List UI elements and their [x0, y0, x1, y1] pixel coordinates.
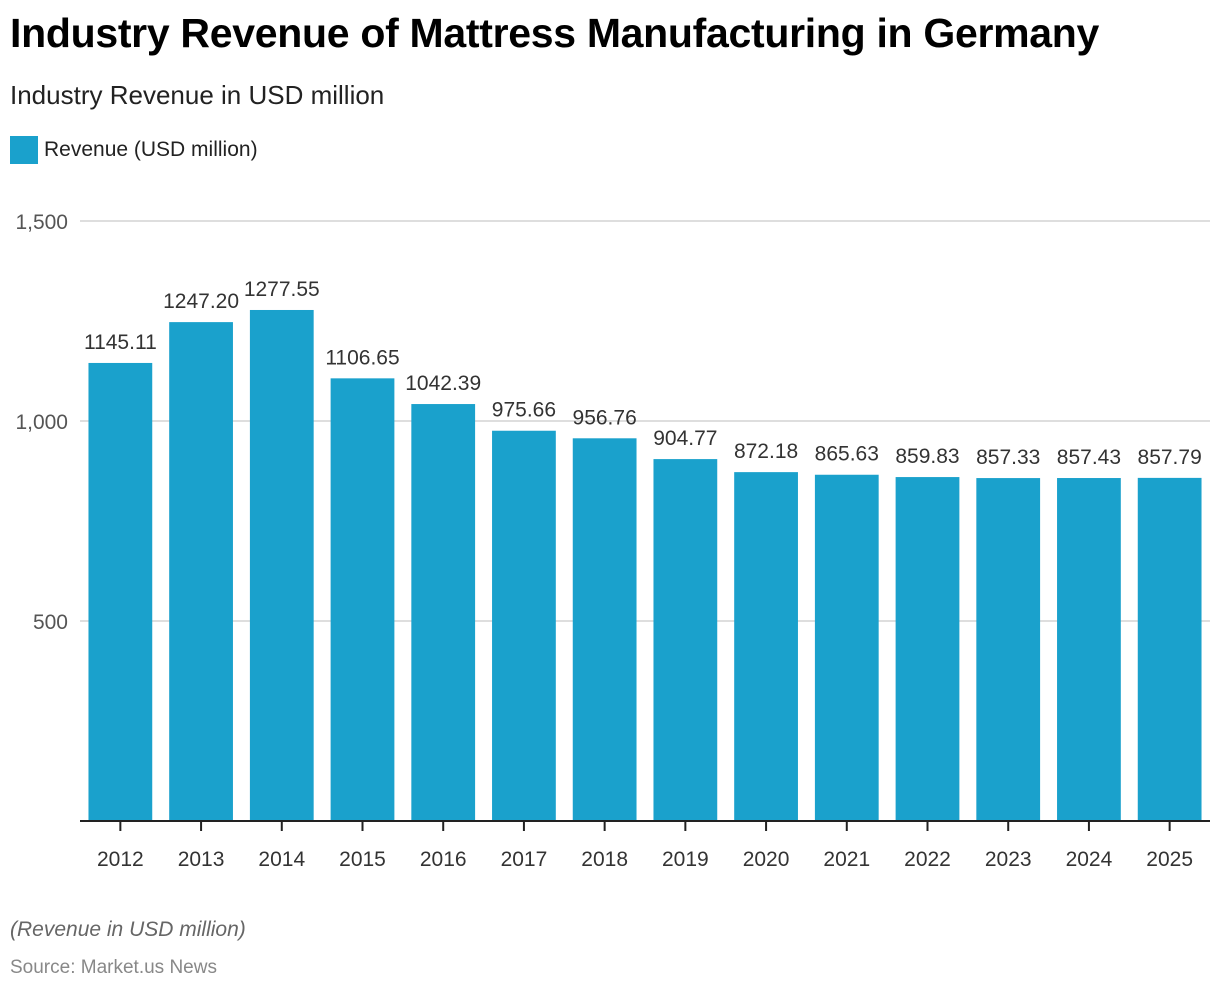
- legend-swatch: [10, 136, 38, 164]
- data-label: 975.66: [492, 399, 556, 422]
- source-text: Source: Market.us News: [10, 957, 217, 978]
- chart-subtitle: Industry Revenue in USD million: [10, 80, 385, 110]
- bar: [572, 438, 637, 821]
- x-tick-label: 2017: [501, 848, 548, 871]
- bar: [734, 472, 798, 821]
- x-tick-label: 2019: [662, 848, 709, 871]
- x-tick-label: 2016: [420, 848, 467, 871]
- data-label: 1106.65: [325, 346, 399, 369]
- chart-title: Industry Revenue of Mattress Manufacturi…: [10, 10, 1100, 56]
- x-tick-label: 2025: [1146, 848, 1193, 871]
- x-tick-label: 2013: [178, 848, 225, 871]
- x-tick-label: 2012: [97, 848, 144, 871]
- data-label: 865.63: [815, 443, 879, 466]
- x-axis: 2012 2013 2014 2015 2016 2017 2018 2019 2020 2021…: [80, 820, 1210, 871]
- bar: [330, 378, 395, 821]
- bar: [492, 430, 556, 821]
- bar: [814, 474, 879, 821]
- bar: [976, 478, 1041, 821]
- data-label: 1042.39: [405, 372, 481, 395]
- data-label: 872.18: [734, 440, 798, 463]
- bar: [895, 477, 960, 821]
- y-axis-ticks: 500 1,000 1,500: [15, 211, 68, 634]
- bar: [653, 459, 718, 821]
- x-tick-label: 2024: [1066, 848, 1113, 871]
- x-tick-label: 2020: [743, 848, 790, 871]
- bar: [169, 322, 233, 821]
- data-label: 857.43: [1057, 446, 1121, 469]
- data-label: 956.76: [573, 406, 637, 429]
- data-label: 904.77: [653, 427, 717, 450]
- bar: [88, 362, 153, 821]
- bar: [411, 404, 476, 821]
- y-tick-label: 1,000: [15, 411, 68, 434]
- data-label: 857.33: [976, 446, 1040, 469]
- legend: Revenue (USD million): [10, 136, 258, 164]
- bars: [88, 309, 1202, 821]
- y-tick-label: 500: [33, 611, 68, 634]
- bar: [1137, 477, 1202, 821]
- data-label: 859.83: [895, 445, 959, 468]
- x-tick-label: 2018: [581, 848, 628, 871]
- bar: [249, 309, 314, 821]
- x-tick-label: 2022: [904, 848, 951, 871]
- y-tick-label: 1,500: [15, 211, 68, 234]
- data-label: 857.79: [1138, 446, 1202, 469]
- x-tick-label: 2015: [339, 848, 386, 871]
- data-label: 1145.11: [84, 331, 157, 354]
- x-tick-label: 2021: [823, 848, 870, 871]
- data-label: 1247.20: [163, 290, 239, 313]
- footnote: (Revenue in USD million): [10, 918, 246, 941]
- legend-label: Revenue (USD million): [44, 138, 258, 161]
- data-label: 1277.55: [244, 278, 320, 301]
- bar: [1057, 478, 1121, 821]
- x-tick-label: 2014: [258, 848, 305, 871]
- x-tick-label: 2023: [985, 848, 1032, 871]
